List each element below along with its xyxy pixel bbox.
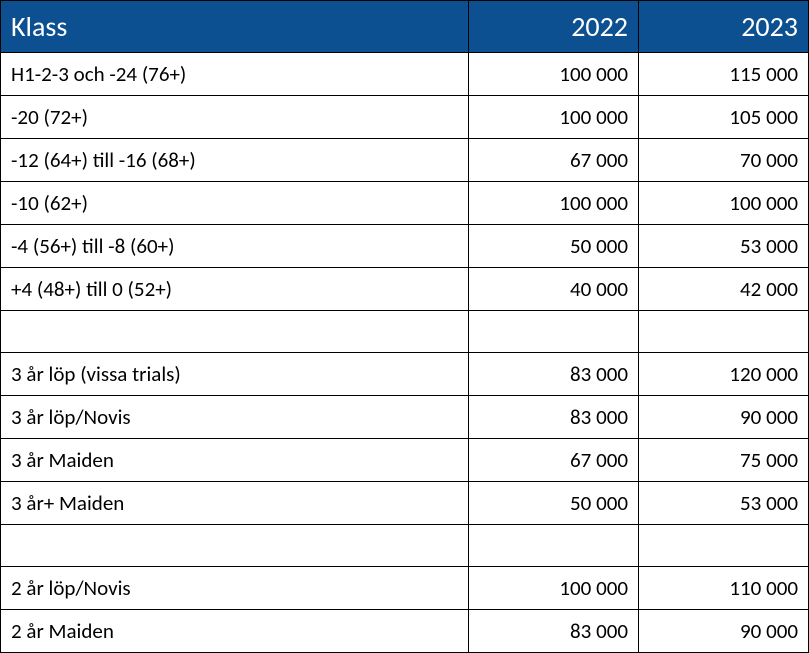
spacer-cell [469,311,639,353]
table-row: 3 år Maiden67 00075 000 [1,439,809,482]
klass-table: Klass 2022 2023 H1-2-3 och -24 (76+)100 … [0,0,809,653]
cell-2023: 105 000 [639,96,809,139]
spacer-cell [469,525,639,567]
table-row: 2 år löp/Novis100 000110 000 [1,567,809,610]
cell-2022: 100 000 [469,182,639,225]
cell-klass: -12 (64+) till -16 (68+) [1,139,469,182]
spacer-cell [1,525,469,567]
cell-klass: 2 år löp/Novis [1,567,469,610]
table-row: 3 år löp (vissa trials)83 000120 000 [1,353,809,396]
cell-klass: 3 år Maiden [1,439,469,482]
table-spacer-row [1,311,809,353]
cell-2023: 42 000 [639,268,809,311]
cell-2022: 40 000 [469,268,639,311]
cell-2022: 100 000 [469,567,639,610]
header-2023: 2023 [639,1,809,53]
spacer-cell [639,311,809,353]
cell-2023: 100 000 [639,182,809,225]
cell-klass: 2 år Maiden [1,610,469,653]
cell-klass: H1-2-3 och -24 (76+) [1,53,469,96]
cell-2023: 75 000 [639,439,809,482]
cell-klass: +4 (48+) till 0 (52+) [1,268,469,311]
table-row: 2 år Maiden83 00090 000 [1,610,809,653]
cell-klass: -10 (62+) [1,182,469,225]
cell-klass: 3 år+ Maiden [1,482,469,525]
table-row: 3 år löp/Novis83 00090 000 [1,396,809,439]
header-2022: 2022 [469,1,639,53]
cell-klass: 3 år löp/Novis [1,396,469,439]
table-row: -10 (62+)100 000100 000 [1,182,809,225]
cell-2022: 83 000 [469,353,639,396]
cell-klass: 3 år löp (vissa trials) [1,353,469,396]
cell-2022: 83 000 [469,396,639,439]
table-row: -20 (72+)100 000105 000 [1,96,809,139]
cell-2022: 67 000 [469,139,639,182]
cell-2023: 53 000 [639,225,809,268]
spacer-cell [639,525,809,567]
cell-2023: 90 000 [639,396,809,439]
cell-2023: 70 000 [639,139,809,182]
table-row: -4 (56+) till -8 (60+)50 00053 000 [1,225,809,268]
cell-2023: 53 000 [639,482,809,525]
table-spacer-row [1,525,809,567]
cell-2023: 110 000 [639,567,809,610]
cell-2022: 100 000 [469,96,639,139]
cell-klass: -4 (56+) till -8 (60+) [1,225,469,268]
cell-2023: 120 000 [639,353,809,396]
table-row: -12 (64+) till -16 (68+)67 00070 000 [1,139,809,182]
table-row: +4 (48+) till 0 (52+)40 00042 000 [1,268,809,311]
table-header-row: Klass 2022 2023 [1,1,809,53]
table-body: H1-2-3 och -24 (76+)100 000115 000-20 (7… [1,53,809,653]
cell-2022: 50 000 [469,225,639,268]
table-row: H1-2-3 och -24 (76+)100 000115 000 [1,53,809,96]
cell-2022: 83 000 [469,610,639,653]
cell-2022: 50 000 [469,482,639,525]
cell-klass: -20 (72+) [1,96,469,139]
table-row: 3 år+ Maiden50 00053 000 [1,482,809,525]
spacer-cell [1,311,469,353]
cell-2022: 100 000 [469,53,639,96]
header-klass: Klass [1,1,469,53]
klass-table-wrapper: Klass 2022 2023 H1-2-3 och -24 (76+)100 … [0,0,809,653]
cell-2022: 67 000 [469,439,639,482]
cell-2023: 90 000 [639,610,809,653]
cell-2023: 115 000 [639,53,809,96]
